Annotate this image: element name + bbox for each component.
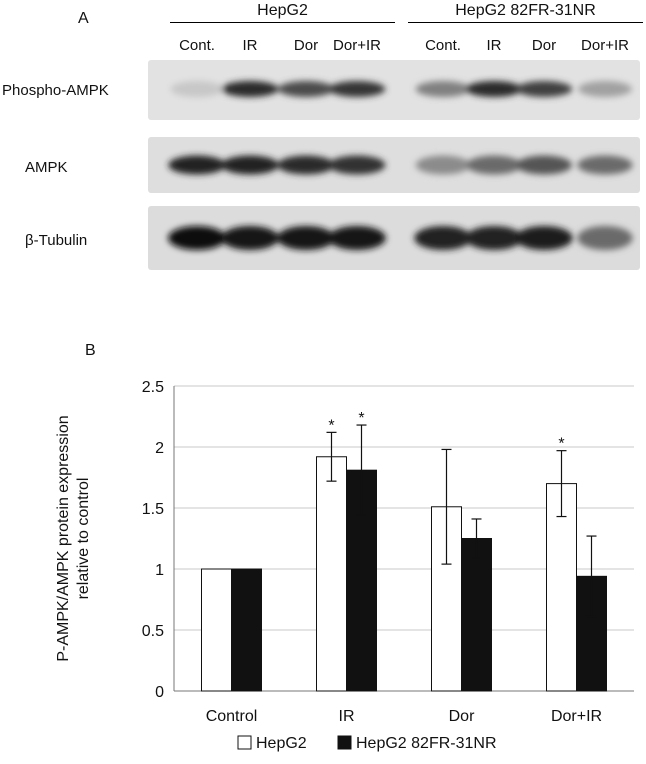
y-tick-label: 0.5 [142,623,164,640]
significance-marker: * [328,417,334,434]
blot-band [328,226,386,250]
legend-swatch [337,735,352,750]
blot-strip [148,137,640,193]
panel-a-letter: A [78,10,89,27]
group-underline-resistant [408,22,643,23]
bar-hepg2 [546,483,577,692]
blot-band [221,155,279,175]
blot-band [577,226,633,250]
row-label-ampk: AMPK [25,159,68,176]
group-underline-hepg2 [170,22,395,23]
blot-band [277,226,335,250]
lane-label: Dor+IR [333,37,381,54]
lane-label: Dor [293,37,319,54]
bar-hepg2 [201,568,232,692]
blot-band [515,226,573,250]
blot-band [577,155,633,175]
legend-label: HepG2 [256,735,307,752]
blot-band [466,155,522,175]
lane-label: Dor [531,37,557,54]
bar-chart: 0 0.5 1 1.5 2 2.5 P-AMPK/AMPK protein expressi… [55,379,634,752]
blot-band [168,155,226,175]
y-tick-label: 1 [155,562,164,579]
y-tick-label: 0 [155,684,164,701]
blot-band [516,155,572,175]
y-axis-title: P-AMPK/AMPK protein expression relative t… [55,415,92,661]
panel-b-letter: B [85,342,96,359]
blot-band [465,81,523,97]
x-tick-label: IR [339,708,355,725]
bar-resistant [461,538,492,692]
bar-hepg2 [316,456,347,692]
blot-strip [148,60,640,120]
western-blot-image [148,60,640,270]
x-tick-label: Dor+IR [551,708,602,725]
blot-band [328,81,386,97]
y-tick-label: 2.5 [142,379,164,396]
blot-band [277,155,335,175]
blot-band [515,81,573,97]
group-label-hepg2: HepG2 [257,2,308,19]
blot-band [414,226,472,250]
blot-band [170,81,224,97]
row-label-beta-tubulin: β-Tubulin [25,232,88,249]
lane-label: Cont. [179,37,215,54]
x-tick-label: Dor [449,708,475,725]
blot-band [578,81,632,97]
lane-label: IR [242,37,258,54]
significance-marker: * [558,436,564,453]
group-label-resistant: HepG2 82FR-31NR [455,2,596,19]
blot-band [328,155,386,175]
lane-label: IR [486,37,502,54]
lane-label: Cont. [425,37,461,54]
blot-band [415,81,471,97]
blot-band [277,81,335,97]
significance-marker: * [358,410,364,427]
blot-strip [148,206,640,270]
blot-band [168,226,226,250]
y-tick-label: 1.5 [142,501,164,518]
blot-band [221,226,279,250]
x-tick-label: Control [206,708,258,725]
blot-band [465,226,523,250]
blot-band [221,81,279,97]
legend-label: HepG2 82FR-31NR [356,735,497,752]
lane-label: Dor+IR [581,37,629,54]
blot-band [415,155,471,175]
legend-swatch [237,735,252,750]
y-tick-label: 2 [155,440,164,457]
bar-resistant [231,568,262,692]
row-label-phospho-ampk: Phospho-AMPK [2,82,109,99]
